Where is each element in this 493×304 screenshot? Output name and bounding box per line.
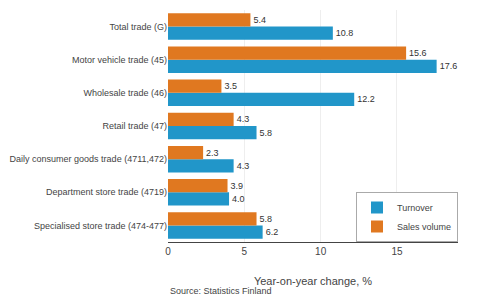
svg-text:15.6: 15.6 xyxy=(409,48,427,58)
svg-text:17.6: 17.6 xyxy=(440,61,458,71)
svg-text:15: 15 xyxy=(391,246,403,257)
svg-text:Department store trade (4719): Department store trade (4719) xyxy=(46,187,167,197)
svg-text:6.2: 6.2 xyxy=(266,227,279,237)
svg-text:5.4: 5.4 xyxy=(253,15,266,25)
svg-text:Daily consumer goods trade (47: Daily consumer goods trade (4711,472) xyxy=(10,154,167,164)
svg-text:Sales volume: Sales volume xyxy=(397,222,451,232)
svg-text:0: 0 xyxy=(165,246,171,257)
svg-text:10.8: 10.8 xyxy=(336,28,354,38)
svg-text:5.8: 5.8 xyxy=(260,214,273,224)
svg-text:Retail trade (47): Retail trade (47) xyxy=(102,121,167,131)
svg-text:2.3: 2.3 xyxy=(206,148,219,158)
svg-text:3.5: 3.5 xyxy=(224,81,237,91)
svg-text:4.3: 4.3 xyxy=(237,114,250,124)
svg-text:4.3: 4.3 xyxy=(237,161,250,171)
svg-text:Year-on-year change, %: Year-on-year change, % xyxy=(254,275,372,287)
svg-text:Source: Statistics Finland: Source: Statistics Finland xyxy=(170,286,272,296)
svg-text:Motor vehicle trade (45): Motor vehicle trade (45) xyxy=(72,55,167,65)
svg-text:4.0: 4.0 xyxy=(232,194,245,204)
svg-text:3.9: 3.9 xyxy=(231,181,244,191)
svg-text:Wholesale trade (46): Wholesale trade (46) xyxy=(83,88,167,98)
svg-text:10: 10 xyxy=(315,246,327,257)
svg-text:Specialised store trade (474-4: Specialised store trade (474-477) xyxy=(34,221,167,231)
svg-text:Turnover: Turnover xyxy=(397,203,433,213)
svg-text:5: 5 xyxy=(242,246,248,257)
svg-text:Total trade (G): Total trade (G) xyxy=(109,22,167,32)
svg-text:5.8: 5.8 xyxy=(260,128,273,138)
svg-text:12.2: 12.2 xyxy=(357,94,375,104)
